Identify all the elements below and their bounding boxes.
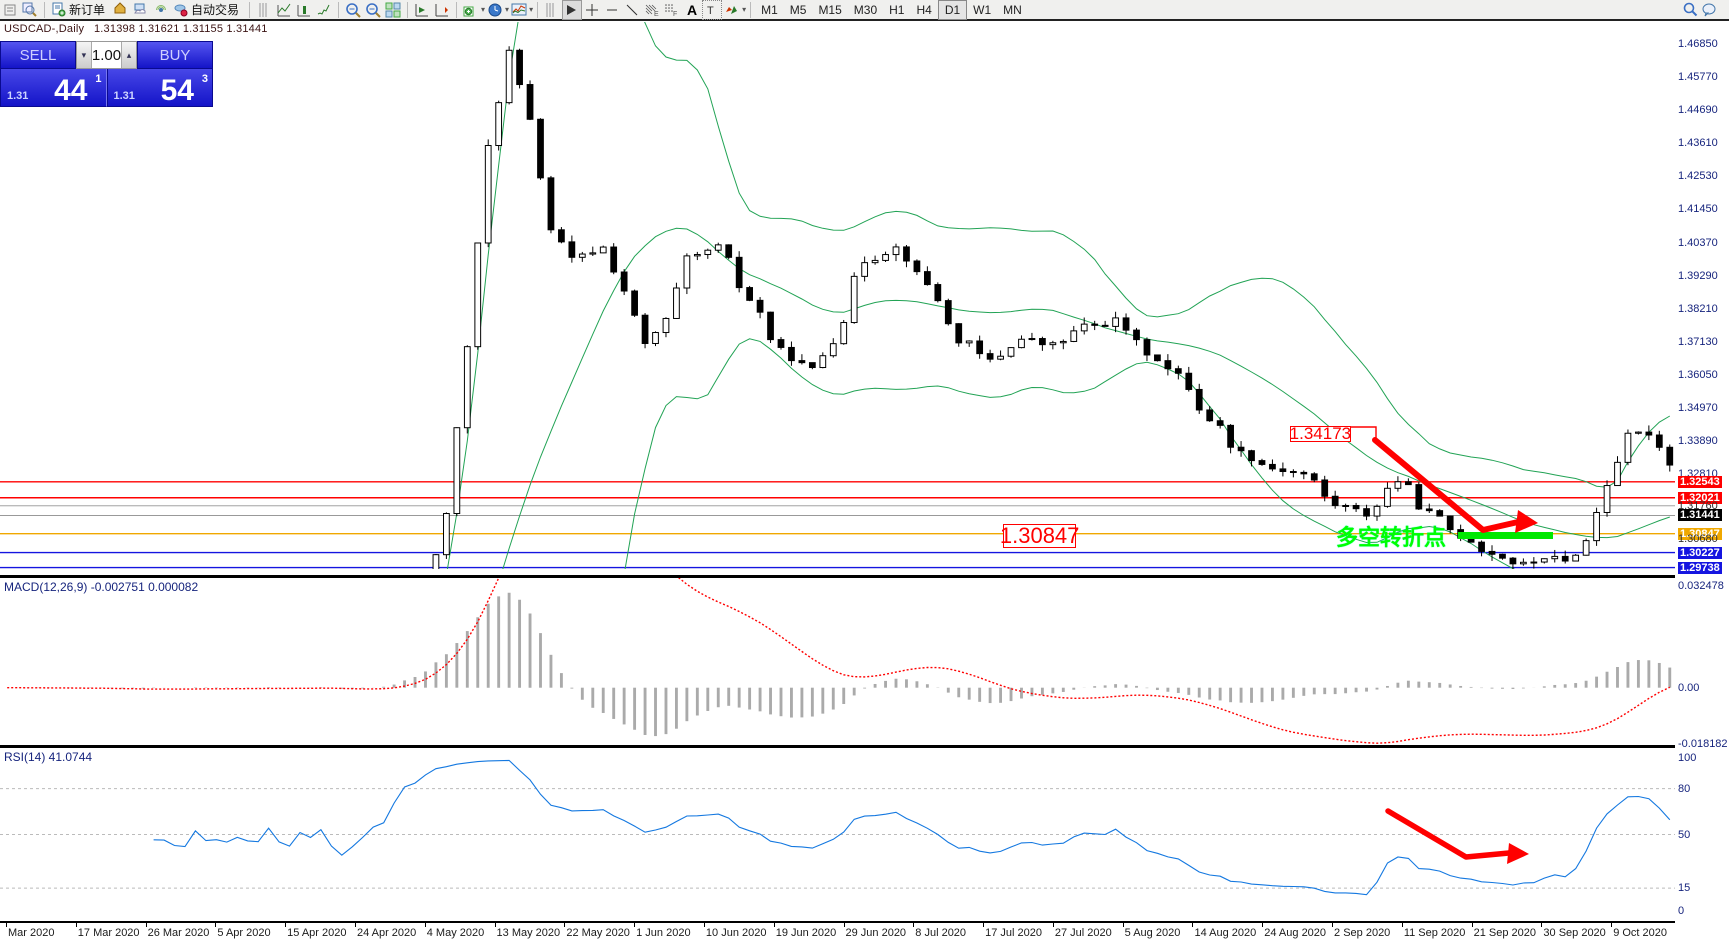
- svg-text:F: F: [673, 11, 677, 17]
- svg-text:E: E: [654, 11, 659, 17]
- svg-text:T: T: [707, 5, 714, 16]
